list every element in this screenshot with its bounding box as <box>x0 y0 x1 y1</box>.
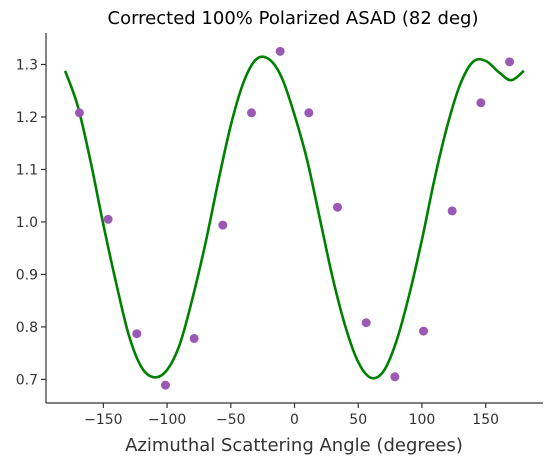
x-axis-label: Azimuthal Scattering Angle (degrees) <box>125 435 463 456</box>
y-tick-label: 0.7 <box>16 372 38 388</box>
x-ticks: −150 −100 −50 0 50 100 150 <box>84 403 499 428</box>
data-point <box>160 380 170 390</box>
x-tick-label: 150 <box>472 412 499 428</box>
x-tick-label: −100 <box>148 412 186 428</box>
x-tick-label: 0 <box>290 412 299 428</box>
data-point <box>304 108 314 118</box>
y-tick-label: 1.3 <box>16 57 38 73</box>
data-point <box>419 326 429 336</box>
data-point <box>447 206 457 216</box>
data-point <box>476 98 486 108</box>
y-tick-label: 0.8 <box>16 320 38 336</box>
y-tick-label: 0.9 <box>16 267 38 283</box>
data-point <box>132 329 142 339</box>
x-tick-label: −150 <box>84 412 122 428</box>
data-point <box>218 220 228 230</box>
data-point <box>333 202 343 212</box>
y-tick-label: 1.2 <box>16 110 38 126</box>
data-point <box>74 108 84 118</box>
x-tick-label: 100 <box>409 412 436 428</box>
data-point <box>505 57 515 67</box>
y-tick-label: 1.0 <box>16 215 38 231</box>
data-point <box>390 372 400 382</box>
axes <box>45 33 543 404</box>
x-tick-label: 50 <box>349 412 367 428</box>
data-point <box>246 108 256 118</box>
chart-title: Corrected 100% Polarized ASAD (82 deg) <box>108 8 479 29</box>
data-points <box>74 46 515 390</box>
data-point <box>189 333 199 343</box>
y-ticks: 0.7 0.8 0.9 1.0 1.1 1.2 1.3 <box>16 57 46 388</box>
data-point <box>275 46 285 56</box>
data-point <box>361 318 371 328</box>
data-point <box>103 214 113 224</box>
fit-curve <box>63 55 525 380</box>
x-tick-label: −50 <box>216 412 246 428</box>
y-tick-label: 1.1 <box>16 162 38 178</box>
